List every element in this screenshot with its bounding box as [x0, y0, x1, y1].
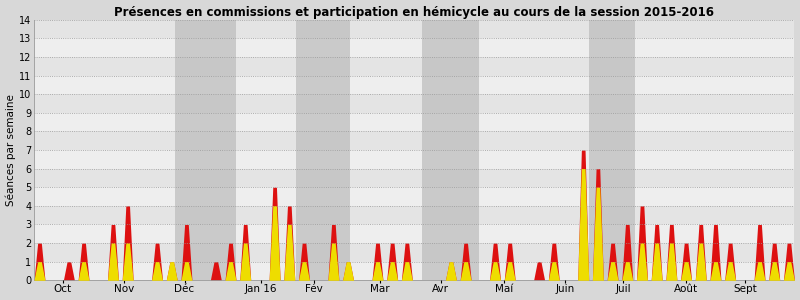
Bar: [34, 150, 794, 169]
Bar: [34, 262, 794, 280]
Bar: [296, 20, 350, 280]
Bar: [34, 243, 794, 262]
Bar: [34, 187, 794, 206]
Y-axis label: Séances par semaine: Séances par semaine: [6, 94, 16, 206]
Bar: [34, 206, 794, 224]
Bar: [34, 131, 794, 150]
Bar: [422, 20, 479, 280]
Bar: [34, 94, 794, 113]
Bar: [34, 57, 794, 76]
Bar: [589, 20, 634, 280]
Bar: [174, 20, 235, 280]
Bar: [34, 20, 794, 38]
Bar: [34, 169, 794, 187]
Title: Présences en commissions et participation en hémicycle au cours de la session 20: Présences en commissions et participatio…: [114, 6, 714, 19]
Bar: [34, 224, 794, 243]
Bar: [34, 38, 794, 57]
Bar: [34, 76, 794, 94]
Bar: [34, 113, 794, 131]
